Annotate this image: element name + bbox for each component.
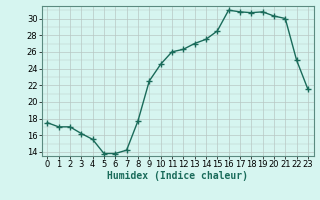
- X-axis label: Humidex (Indice chaleur): Humidex (Indice chaleur): [107, 171, 248, 181]
